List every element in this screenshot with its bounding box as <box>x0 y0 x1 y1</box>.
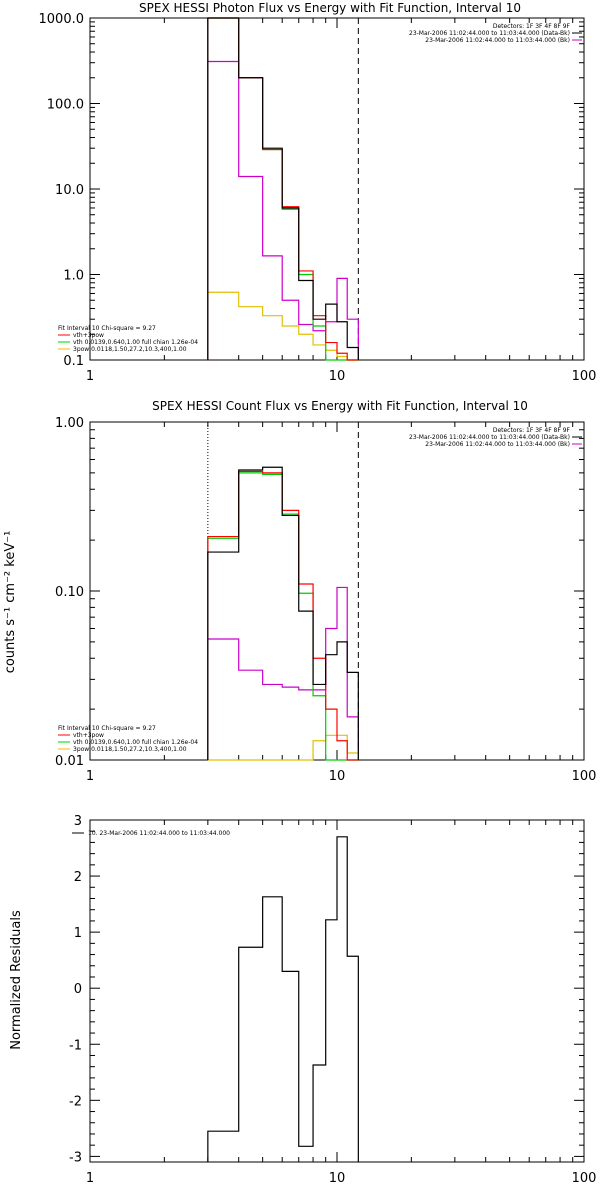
legend-entry: 10. 23-Mar-2006 11:02:44.000 to 11:03:44… <box>88 830 230 837</box>
legend-bottom-entry: Fit Interval 10 Chi-square = 9.27 <box>58 725 156 732</box>
count-flux-chart: SPEX HESSI Count Flux vs Energy with Fit… <box>3 399 596 784</box>
series-3pow <box>207 734 359 761</box>
y-tick-label: 10.0 <box>55 183 84 198</box>
x-tick-label: 1 <box>86 369 94 384</box>
y-tick-label: 3 <box>74 814 82 829</box>
series-bk <box>207 60 359 360</box>
legend-top-entry: Detectors: 1F 3F 4F 8F 9F <box>493 427 571 434</box>
y-tick-label: -1 <box>69 1038 82 1053</box>
legend-bottom: Fit Interval 10 Chi-square = 9.27vth+3po… <box>58 725 198 753</box>
series-data-bk <box>207 466 359 760</box>
series-10-23-mar-2006-11-02-44-000-to-11-03-44-000 <box>207 836 359 1162</box>
legend-bottom-entry: vth+3pow <box>73 732 104 739</box>
x-tick-label: 100 <box>572 769 597 784</box>
legend-top-entry: 23-Mar-2006 11:02:44.000 to 11:03:44.000… <box>409 30 570 37</box>
plot-area: 1 10 100 0.01 0.10 1.00 <box>55 416 596 784</box>
y-tick-label: 0 <box>74 982 82 997</box>
y-tick-label: 0.01 <box>55 754 84 769</box>
legend-top-entry: 23-Mar-2006 11:02:44.000 to 11:03:44.000… <box>409 434 570 441</box>
residuals-chart: Normalized Residuals 10. 23-Mar-2006 11:… <box>9 814 596 1186</box>
y-tick-label: 2 <box>74 870 82 885</box>
y-tick-label: 100.0 <box>47 98 84 113</box>
legend-bottom-entry: 3pow 0.0118,1.50,27.2,10.3,400,1.00 <box>73 746 187 753</box>
series-data-bk <box>207 17 359 360</box>
x-tick-label: 100 <box>572 369 597 384</box>
plot-area: 1 10 100 -3 -2 -1 0 1 2 3 <box>69 814 596 1186</box>
x-tick-label: 10 <box>329 1171 346 1186</box>
chart-title: SPEX HESSI Count Flux vs Energy with Fit… <box>152 399 528 413</box>
x-tick-label: 1 <box>86 1171 94 1186</box>
y-tick-label: 0.1 <box>63 354 84 369</box>
legend-bottom-entry: vth+3pow <box>73 332 104 339</box>
y-axis-label: counts s⁻¹ cm⁻² keV⁻¹ <box>3 531 18 674</box>
legend-top-entry: Detectors: 1F 3F 4F 8F 9F <box>493 23 571 30</box>
legend-top-entry: 23-Mar-2006 11:02:44.000 to 11:03:44.000… <box>425 441 570 448</box>
series-vth <box>207 17 359 361</box>
x-tick-label: 10 <box>329 369 346 384</box>
legend-bottom: Fit Interval 10 Chi-square = 9.27vth+3po… <box>58 325 198 353</box>
y-tick-label: 0.10 <box>55 585 84 600</box>
series-bk <box>207 586 359 760</box>
legend-bottom-entry: Fit Interval 10 Chi-square = 9.27 <box>58 325 156 332</box>
series-3pow <box>207 291 359 361</box>
x-tick-label: 100 <box>572 1171 597 1186</box>
x-tick-label: 10 <box>329 769 346 784</box>
x-tick-label: 1 <box>86 769 94 784</box>
y-axis-label: Normalized Residuals <box>9 910 24 1050</box>
y-tick-label: 1000.0 <box>39 12 85 27</box>
legend: 10. 23-Mar-2006 11:02:44.000 to 11:03:44… <box>72 830 230 837</box>
photon-flux-chart: SPEX HESSI Photon Flux vs Energy with Fi… <box>39 1 597 384</box>
y-tick-label: 1.0 <box>63 269 84 284</box>
legend-bottom-entry: vth 0.0139,0.640,1.00 full chian 1.26e-0… <box>73 339 198 346</box>
y-tick-label: -2 <box>69 1094 82 1109</box>
y-tick-label: 1.00 <box>55 416 84 431</box>
legend-bottom-entry: vth 0.0139,0.640,1.00 full chian 1.26e-0… <box>73 739 198 746</box>
series-vth-3pow <box>207 17 359 361</box>
y-tick-label: -3 <box>69 1150 82 1165</box>
legend-bottom-entry: 3pow 0.0118,1.50,27.2,10.3,400,1.00 <box>73 346 187 353</box>
legend-top-entry: 23-Mar-2006 11:02:44.000 to 11:03:44.000… <box>425 37 570 44</box>
chart-title: SPEX HESSI Photon Flux vs Energy with Fi… <box>139 1 521 15</box>
plot-area: 1 10 100 0.1 1.0 10.0 100.0 1000.0 <box>39 12 597 384</box>
y-tick-label: 1 <box>74 926 82 941</box>
